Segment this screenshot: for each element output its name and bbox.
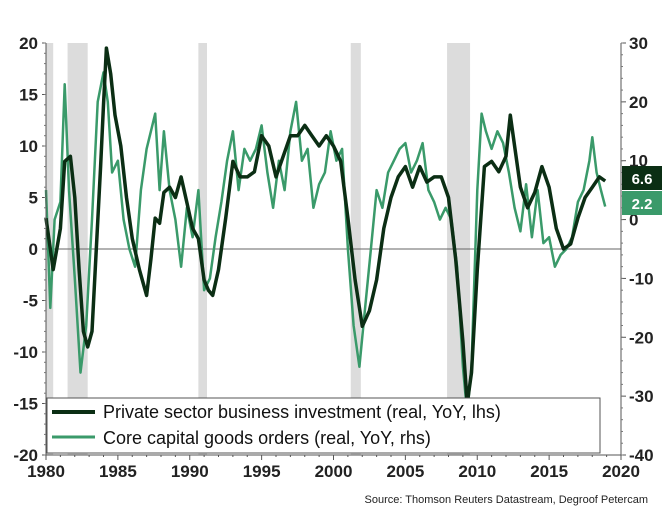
y-right-tick-label: 30 [629, 34, 648, 53]
y-left-tick-label: 15 [19, 86, 38, 105]
x-tick-label: 2020 [602, 462, 640, 481]
x-tick-label: 1985 [99, 462, 137, 481]
y-left-tick-label: -10 [13, 343, 38, 362]
x-tick-label: 2005 [386, 462, 424, 481]
badge-orders-bg [622, 191, 662, 215]
series-line-orders [44, 71, 607, 416]
legend-box [46, 397, 601, 454]
y-right-tick-label: 20 [629, 93, 648, 112]
x-tick-label: 2010 [458, 462, 496, 481]
y-right-tick-label: 0 [629, 211, 638, 230]
x-tick-label: 2000 [315, 462, 353, 481]
axes: 20151050-5-10-15-203020100-10-20-30-4019… [13, 34, 653, 481]
y-right-tick-label: -30 [629, 387, 654, 406]
x-tick-label: 1990 [171, 462, 209, 481]
series-lines [44, 46, 607, 416]
series-line-investment [44, 46, 607, 406]
badge-investment: 6.6 [632, 171, 653, 188]
y-right-tick-label: -40 [629, 446, 654, 465]
y-left-tick-label: -5 [23, 292, 38, 311]
x-tick-label: 2015 [530, 462, 568, 481]
y-left-tick-label: 20 [19, 34, 38, 53]
y-right-tick-label: 10 [629, 152, 648, 171]
y-left-tick-label: 0 [29, 240, 38, 259]
x-tick-label: 1980 [27, 462, 65, 481]
source-note: Source: Thomson Reuters Datastream, Degr… [365, 494, 648, 506]
badge-orders: 2.2 [632, 196, 653, 213]
y-right-tick-label: -20 [629, 328, 654, 347]
legend: Private sector business investment (real… [46, 397, 601, 454]
y-right-tick-label: -10 [629, 269, 654, 288]
y-left-tick-label: 10 [19, 137, 38, 156]
x-tick-label: 1995 [243, 462, 281, 481]
legend-label-orders: Core capital goods orders (real, YoY, rh… [103, 428, 431, 448]
y-left-tick-label: -20 [13, 446, 38, 465]
y-left-tick-label: -15 [13, 395, 38, 414]
y-left-tick-label: 5 [29, 189, 38, 208]
last-value-badges: 6.6 2.2 [622, 166, 662, 215]
legend-label-investment: Private sector business investment (real… [103, 402, 501, 422]
badge-investment-bg [622, 166, 662, 190]
